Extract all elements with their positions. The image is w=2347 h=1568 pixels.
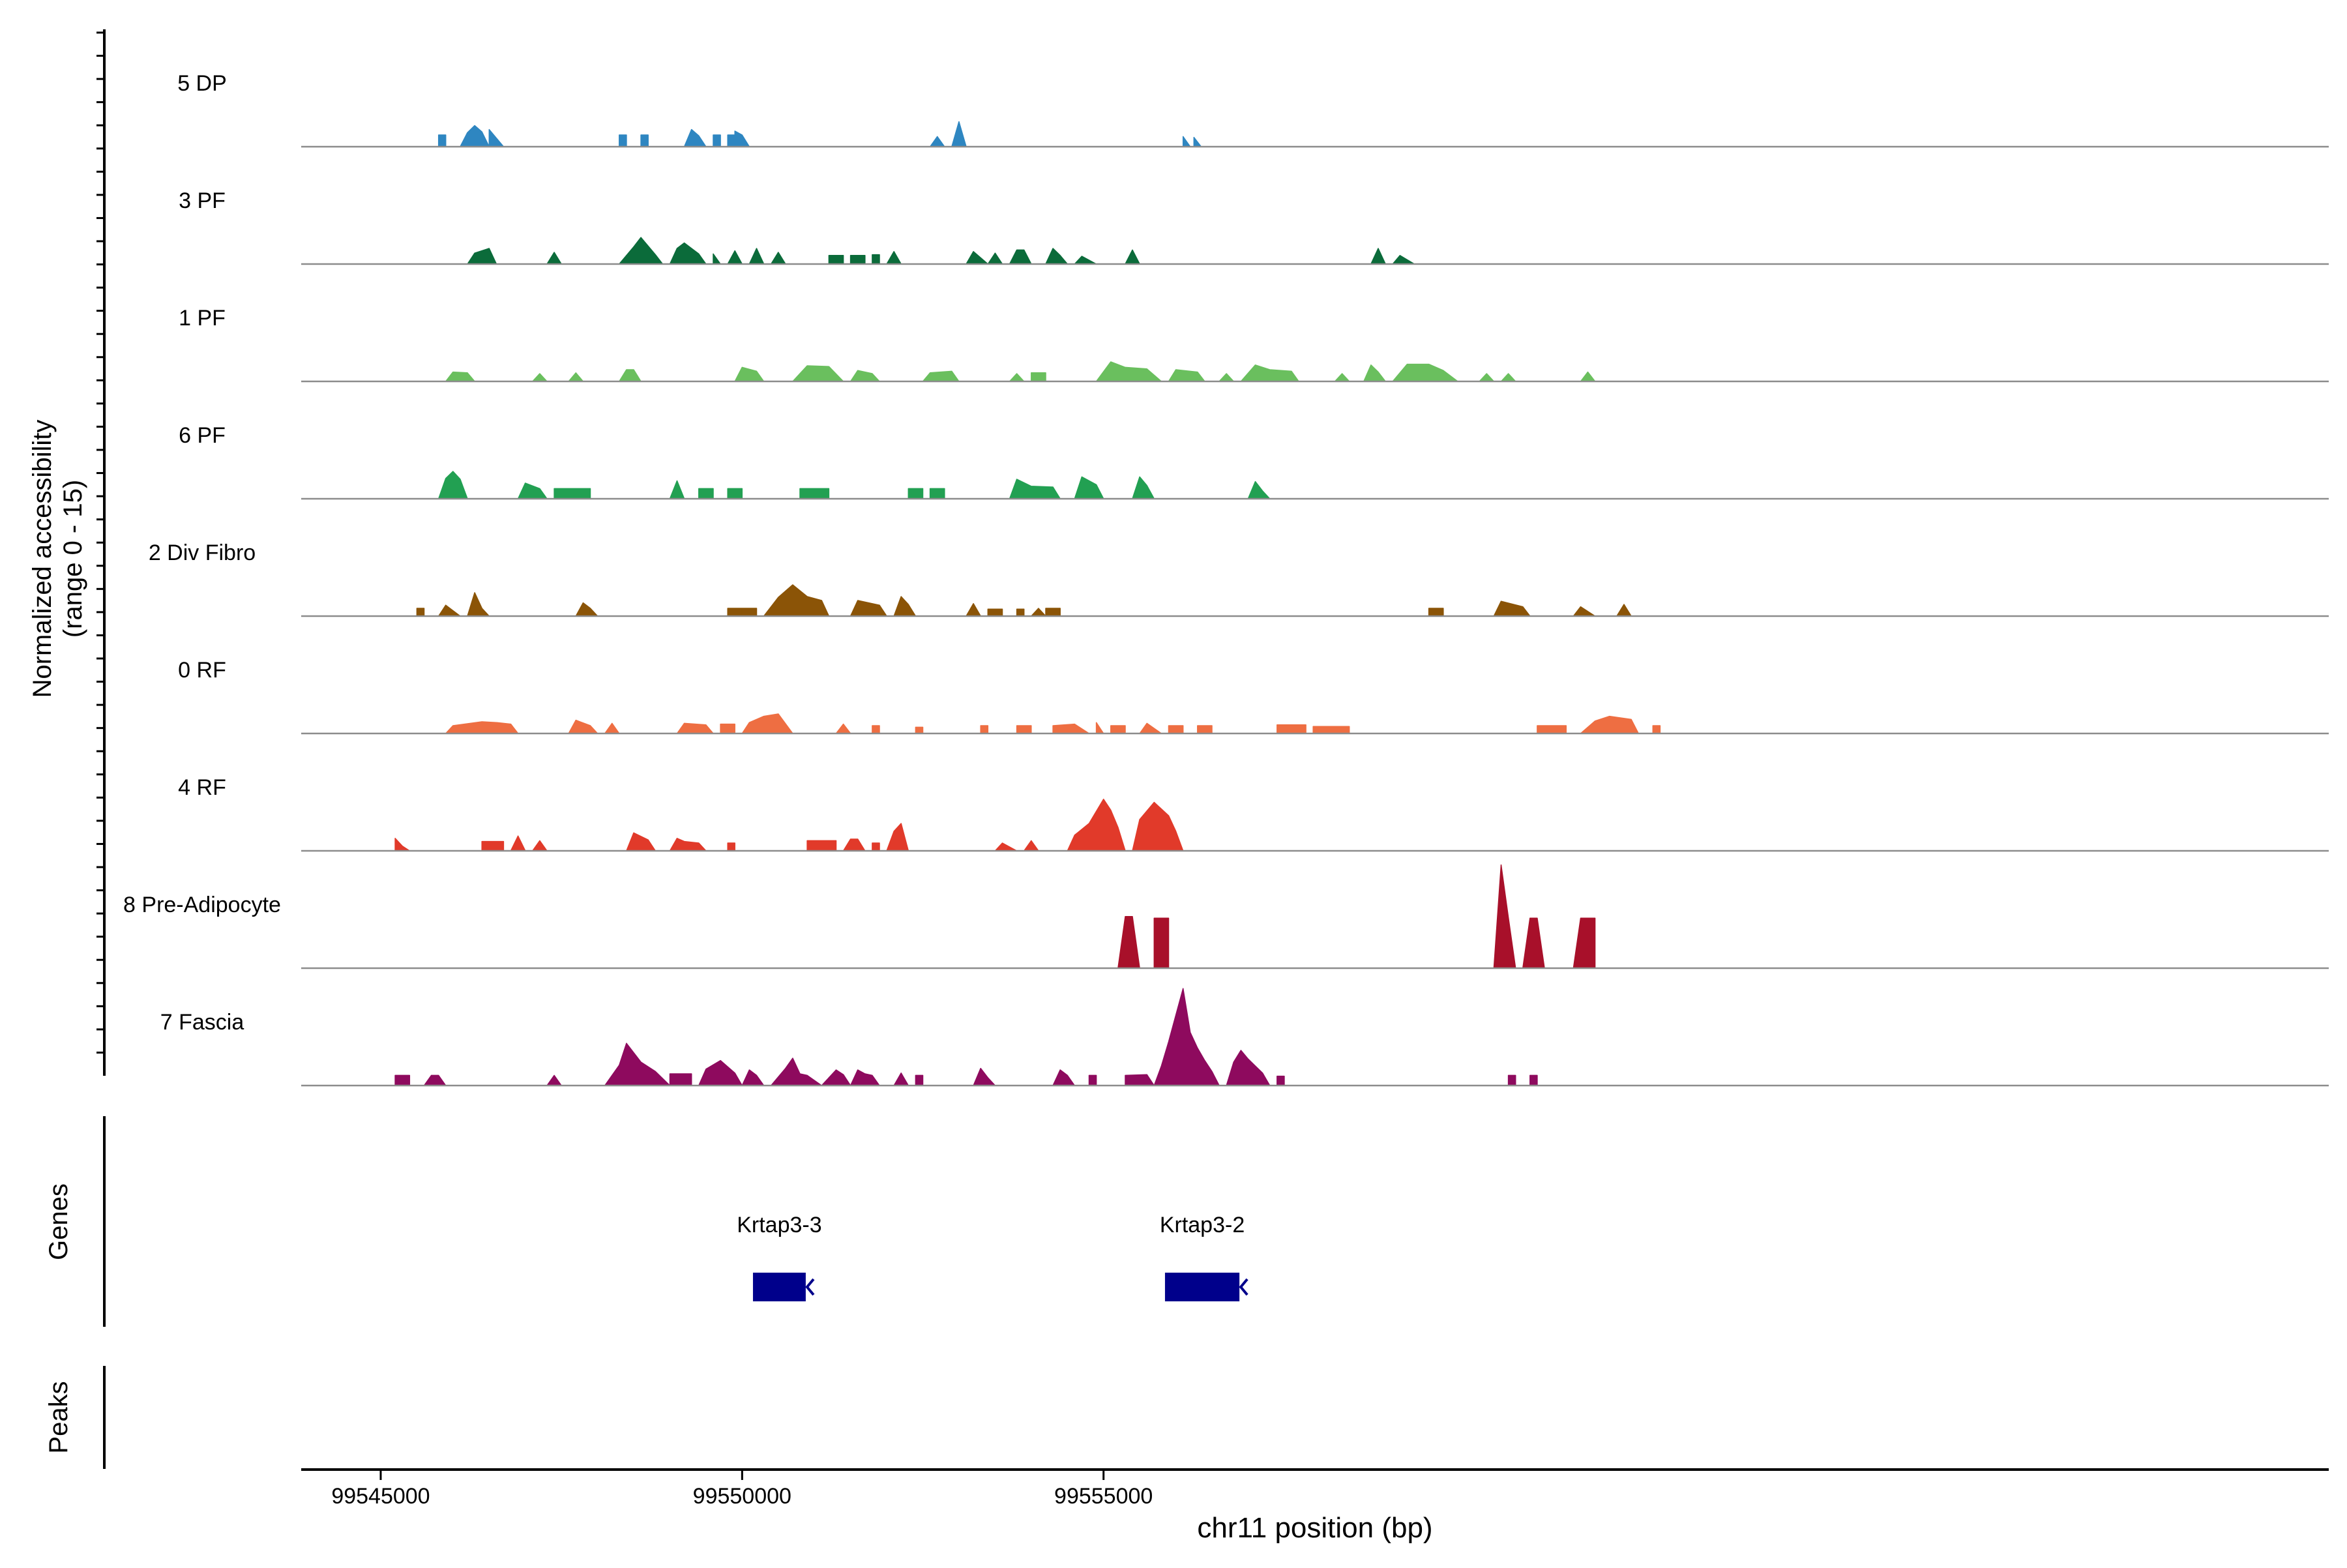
gene-body <box>1164 1273 1240 1301</box>
track-5: 2 Div Fibro <box>149 540 2329 617</box>
y-axis-label-line2: (range 0 - 15) <box>59 480 87 638</box>
x-tick-label: 99555000 <box>1054 1484 1153 1509</box>
track-6: 0 RF <box>178 658 2329 735</box>
x-tick-label: 99550000 <box>693 1484 791 1509</box>
x-axis-label: chr11 position (bp) <box>1197 1512 1432 1544</box>
genes-panel: Genes Krtap3-3 Krtap3-2 <box>44 1116 1248 1327</box>
gene-strand-arrow <box>805 1278 815 1296</box>
track-coverage-area <box>1117 864 1596 969</box>
track-label: 6 PF <box>179 423 226 448</box>
track-label: 7 Fascia <box>160 1010 244 1035</box>
track-coverage-area <box>445 361 1596 382</box>
track-3: 1 PF <box>179 306 2329 383</box>
genes-panel-label: Genes <box>44 1183 73 1260</box>
gene-strand-arrow <box>1239 1278 1248 1296</box>
track-coverage-area <box>394 799 1184 851</box>
track-coverage-area <box>467 237 1415 265</box>
coverage-tracks: 5 DP 3 PF 1 PF 6 PF 2 Div Fibro 0 RF 4 RF 8 Pre… <box>123 71 2329 1087</box>
x-tick-label: 99545000 <box>331 1484 430 1509</box>
track-coverage-area <box>437 471 1271 499</box>
track-7: 4 RF <box>178 775 2329 852</box>
track-label: 4 RF <box>178 775 226 800</box>
track-coverage-area <box>394 988 1538 1086</box>
x-ticks: 99545000 99550000 99555000 <box>331 1471 1153 1509</box>
track-8: 8 Pre-Adipocyte <box>123 864 2329 969</box>
gene-items: Krtap3-3 Krtap3-2 <box>737 1213 1248 1301</box>
track-1: 5 DP <box>177 71 2329 148</box>
track-label: 8 Pre-Adipocyte <box>123 893 281 917</box>
gene-label: Krtap3-2 <box>1160 1213 1245 1237</box>
gene-label: Krtap3-3 <box>737 1213 821 1237</box>
y-axis-label-line1: Normalized accessibility <box>28 420 57 698</box>
track-label: 1 PF <box>179 306 226 331</box>
coverage-y-ticks <box>96 31 104 1054</box>
gene-body <box>752 1273 806 1301</box>
x-axis: 99545000 99550000 99555000 chr11 position … <box>301 1468 2329 1544</box>
track-label: 5 DP <box>177 71 227 96</box>
track-coverage-area <box>437 121 1202 147</box>
peaks-panel: Peaks <box>44 1366 106 1469</box>
track-label: 3 PF <box>179 188 226 213</box>
gene: Krtap3-2 <box>1160 1213 1248 1301</box>
track-coverage-area <box>445 713 1661 734</box>
track-2: 3 PF <box>179 188 2329 265</box>
track-4: 6 PF <box>179 423 2329 500</box>
track-9: 7 Fascia <box>160 988 2329 1087</box>
track-coverage-area <box>416 584 1632 617</box>
gene: Krtap3-3 <box>737 1213 822 1301</box>
track-label: 0 RF <box>178 658 226 683</box>
peaks-panel-label: Peaks <box>44 1381 73 1453</box>
track-label: 2 Div Fibro <box>149 540 256 565</box>
